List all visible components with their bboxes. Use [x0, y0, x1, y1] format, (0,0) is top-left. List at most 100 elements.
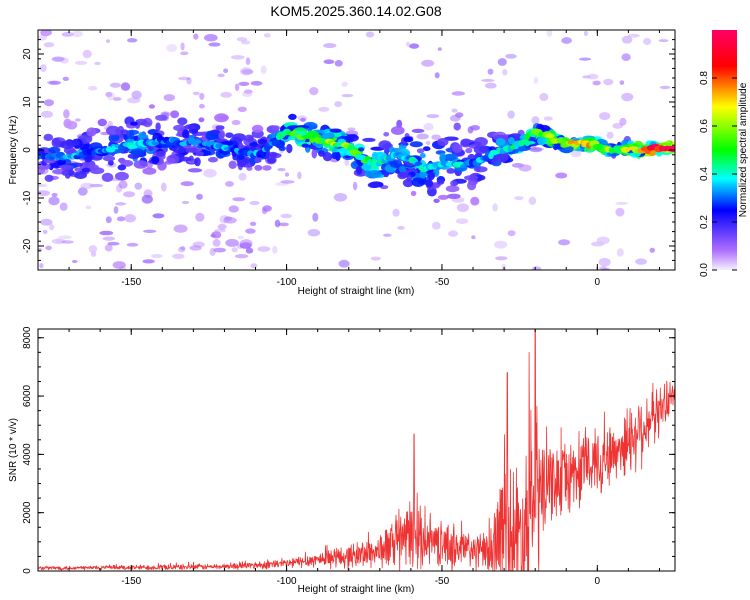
spectrogram-speckle [249, 221, 257, 226]
spectrogram-speckle [61, 240, 74, 244]
spectrogram-cell [356, 165, 363, 175]
spectrogram-x-axis: -150 -100 -50 0 [37, 30, 660, 288]
spectrogram-speckle [105, 91, 113, 98]
spectrogram-speckle [615, 201, 629, 205]
spectrogram-speckle [152, 213, 165, 219]
colorbar-tick-label: 0.6 [699, 119, 710, 133]
spectrogram-cell [411, 128, 425, 133]
spectrogram-cell [537, 136, 547, 146]
spectrogram-cell [371, 151, 379, 161]
spectrogram-speckle [234, 83, 240, 92]
spectrogram-speckle [161, 182, 167, 192]
spectrogram-cell [367, 182, 381, 189]
spectrogram-speckle [494, 240, 508, 249]
spectrogram-speckle [592, 80, 601, 86]
spectrogram-cell [362, 137, 376, 142]
spectrogram-speckle [426, 114, 440, 119]
spectrogram-speckle [245, 57, 251, 65]
spectrogram-speckle [38, 183, 48, 188]
spectrogram-speckle [230, 55, 245, 60]
spectrogram-speckle [284, 172, 290, 177]
spectrogram-cell [329, 128, 342, 133]
spectrogram-speckle [448, 230, 459, 237]
spectrogram-cell [419, 152, 426, 159]
spectrogram-speckle [163, 94, 175, 102]
spectrogram-cell [208, 156, 218, 163]
spectrogram-cell [433, 198, 440, 203]
spectrogram-cell [187, 168, 203, 173]
spectrogram-speckle [344, 158, 350, 167]
spectrogram-speckle [257, 246, 271, 252]
spectrogram-speckle [606, 131, 614, 139]
spectrogram-cell [60, 140, 75, 150]
spectrogram-speckle [635, 258, 647, 265]
snr-series-line [38, 329, 675, 571]
spectrogram-speckle [558, 239, 571, 246]
spectrogram-speckle [74, 60, 88, 65]
spectrogram-speckle [621, 92, 634, 102]
colorbar-gradient [712, 30, 737, 270]
spectrogram-speckle [546, 30, 553, 37]
spectrogram-speckle [189, 245, 202, 251]
spectrogram-speckle [591, 241, 605, 247]
spectrogram-speckle [208, 42, 221, 47]
spectrogram-speckle [495, 256, 508, 261]
spectrogram-cell [464, 175, 479, 181]
spectrogram-speckle [456, 218, 469, 225]
snr-y-tick-label: 2000 [22, 501, 33, 524]
spectrogram-cell [117, 164, 127, 171]
spectrogram-speckle [300, 117, 306, 122]
spectrogram-cell [214, 113, 229, 123]
spectrogram-cell [148, 104, 155, 109]
spectrogram-cell [322, 152, 333, 162]
spectrogram-speckle [561, 37, 572, 44]
spectrogram-cell [508, 137, 515, 145]
spectrogram-cell [184, 124, 196, 130]
spectrogram-speckle [497, 58, 507, 66]
spectrogram-cell [437, 138, 449, 146]
spectrogram-cell [155, 150, 166, 157]
spectrogram-speckle [51, 56, 65, 62]
spectrogram-speckle [237, 106, 247, 113]
spectrogram-speckle [318, 106, 330, 112]
spectrogram-speckle [392, 208, 400, 217]
spectrogram-ridge-cell [128, 144, 138, 149]
spectrogram-cell [177, 117, 188, 126]
spectrogram-cell [443, 153, 458, 160]
spectrogram-cell [87, 164, 99, 171]
spectrogram-cell [318, 150, 325, 157]
spectrogram-speckle [307, 229, 321, 237]
spectrogram-speckle [48, 196, 60, 206]
spectrogram-speckle [507, 230, 516, 237]
spectrogram-speckle [518, 164, 532, 172]
spectrogram-speckle [352, 181, 358, 191]
spectrogram-cell [236, 154, 245, 160]
spectrogram-speckle [531, 266, 542, 270]
spectrogram-y-label: Frequency (Hz) [8, 116, 19, 185]
spectrogram-speckle [365, 31, 375, 38]
spectrogram-speckle [263, 33, 271, 38]
spectrogram-cell [120, 129, 129, 134]
spectrogram-speckle [120, 82, 131, 91]
spectrogram-speckle [173, 224, 188, 233]
spectrogram-speckle [186, 77, 192, 85]
spectrogram-cell [398, 144, 407, 150]
snr-x-tick-label: -100 [277, 576, 297, 587]
spectrogram-cell [51, 137, 61, 148]
spectrogram-speckle [603, 78, 614, 86]
spectrogram-cell [244, 134, 254, 142]
spectrogram-speckle [383, 233, 392, 237]
spectrogram-speckle [172, 253, 185, 259]
spectrogram-speckle [192, 241, 205, 248]
colorbar-tick-label: 0.2 [699, 215, 710, 229]
spectrogram-speckle [225, 238, 239, 247]
spectrogram-cell [110, 134, 120, 142]
spectrogram-cell [81, 167, 91, 173]
spectrogram-y-tick-label: -20 [22, 238, 33, 253]
spectrogram-speckle [531, 116, 540, 125]
spectrogram-speckle [249, 200, 260, 206]
spectrogram-speckle [118, 180, 128, 189]
spectrogram-speckle [104, 244, 113, 252]
spectrogram-speckle [199, 103, 205, 109]
spectrogram-cell [409, 141, 423, 148]
